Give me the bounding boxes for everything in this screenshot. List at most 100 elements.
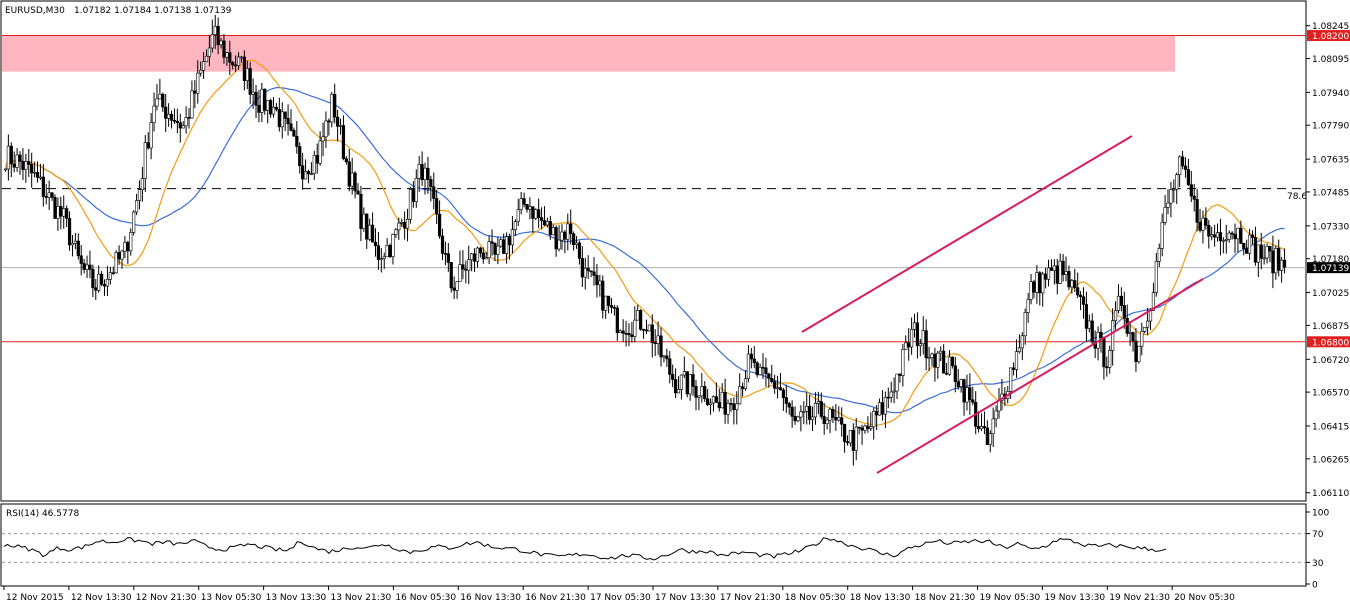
- candle-body: [271, 107, 276, 115]
- candle-body: [880, 402, 885, 415]
- candle-body: [475, 247, 480, 262]
- candle-body: [1186, 169, 1190, 185]
- candle-body: [426, 167, 430, 180]
- candle-body: [254, 91, 258, 106]
- candle-body: [633, 319, 637, 337]
- candle-body: [1277, 248, 1281, 271]
- candle-body: [190, 90, 194, 119]
- candle-body: [1046, 267, 1051, 280]
- candle-body: [481, 252, 485, 260]
- candle-body: [1169, 189, 1173, 204]
- candle-body: [1014, 351, 1019, 370]
- candle-body: [24, 161, 28, 170]
- candle-body: [819, 401, 823, 417]
- x-tick-label: 19 Nov 05:30: [980, 593, 1041, 603]
- candle-body: [1017, 347, 1022, 352]
- candle-body: [88, 264, 92, 270]
- candle-body: [662, 355, 666, 358]
- candle-body: [679, 374, 684, 390]
- candle-body: [647, 324, 651, 332]
- candle-body: [1178, 156, 1182, 175]
- candle-body: [397, 222, 401, 231]
- candle-body: [1143, 326, 1147, 332]
- candle-body: [1195, 199, 1199, 223]
- candle-body: [1151, 292, 1156, 311]
- candle-body: [376, 245, 381, 260]
- candle-body: [773, 381, 777, 389]
- candle-body: [391, 234, 395, 257]
- candle-body: [260, 88, 264, 113]
- candle-body: [435, 198, 439, 215]
- candle-body: [560, 231, 564, 241]
- rsi-tick-label: 30: [1312, 559, 1324, 569]
- candle-body: [840, 417, 844, 425]
- candle-body: [802, 411, 806, 413]
- candle-body: [618, 330, 622, 333]
- candle-body: [1230, 232, 1234, 235]
- candle-body: [842, 423, 847, 442]
- candle-body: [467, 259, 471, 271]
- candle-body: [405, 218, 410, 229]
- candle-body: [1221, 240, 1225, 242]
- candle-body: [1172, 188, 1176, 191]
- candle-body: [604, 295, 608, 311]
- candle-body: [225, 52, 229, 58]
- candle-body: [306, 171, 311, 175]
- candle-body: [848, 430, 853, 444]
- candle-body: [91, 269, 95, 289]
- candle-body: [41, 176, 45, 197]
- x-tick-label: 17 Nov 05:30: [590, 593, 651, 603]
- x-tick-label: 13 Nov 05:30: [201, 593, 262, 603]
- candle-body: [761, 366, 765, 369]
- candle-body: [735, 403, 739, 411]
- candle-body: [889, 391, 893, 398]
- candle-body: [572, 233, 576, 245]
- candle-body: [953, 365, 957, 382]
- candle-body: [505, 236, 509, 254]
- candle-body: [650, 324, 654, 344]
- candle-body: [175, 120, 179, 123]
- candle-body: [1253, 237, 1258, 263]
- candle-body: [408, 189, 413, 220]
- candle-body: [283, 111, 287, 119]
- candle-body: [120, 250, 124, 260]
- candle-body: [30, 164, 34, 174]
- candle-body: [708, 402, 713, 405]
- candle-body: [831, 409, 835, 418]
- candle-body: [513, 221, 517, 230]
- candle-body: [38, 176, 43, 179]
- x-tick-label: 18 Nov 13:30: [850, 593, 911, 603]
- candle-body: [522, 198, 526, 205]
- y-tick-label: 1.06570: [1312, 389, 1349, 399]
- y-tick-label: 1.06875: [1312, 322, 1349, 332]
- candle-body: [1282, 259, 1287, 268]
- candle-body: [979, 426, 984, 430]
- candle-body: [936, 352, 940, 368]
- candle-body: [991, 418, 995, 434]
- candle-body: [1020, 335, 1024, 349]
- candle-body: [825, 419, 829, 424]
- candle-body: [73, 240, 77, 244]
- candle-body: [994, 410, 998, 420]
- candle-body: [53, 197, 57, 219]
- candle-body: [711, 396, 716, 404]
- candle-body: [100, 273, 104, 285]
- candle-body: [146, 142, 150, 149]
- candle-body: [1218, 232, 1223, 241]
- x-tick-label: 17 Nov 13:30: [655, 593, 716, 603]
- candle-body: [117, 252, 121, 260]
- candle-body: [1041, 273, 1045, 294]
- candle-body: [1023, 312, 1027, 337]
- candle-body: [676, 389, 681, 394]
- candle-body: [583, 267, 587, 278]
- candle-body: [76, 240, 80, 257]
- candle-body: [586, 267, 590, 272]
- candle-body: [723, 392, 727, 415]
- candle-body: [534, 209, 538, 219]
- candle-body: [484, 257, 488, 260]
- candle-body: [656, 335, 660, 344]
- candle-body: [1140, 330, 1144, 347]
- candle-body: [1239, 227, 1243, 244]
